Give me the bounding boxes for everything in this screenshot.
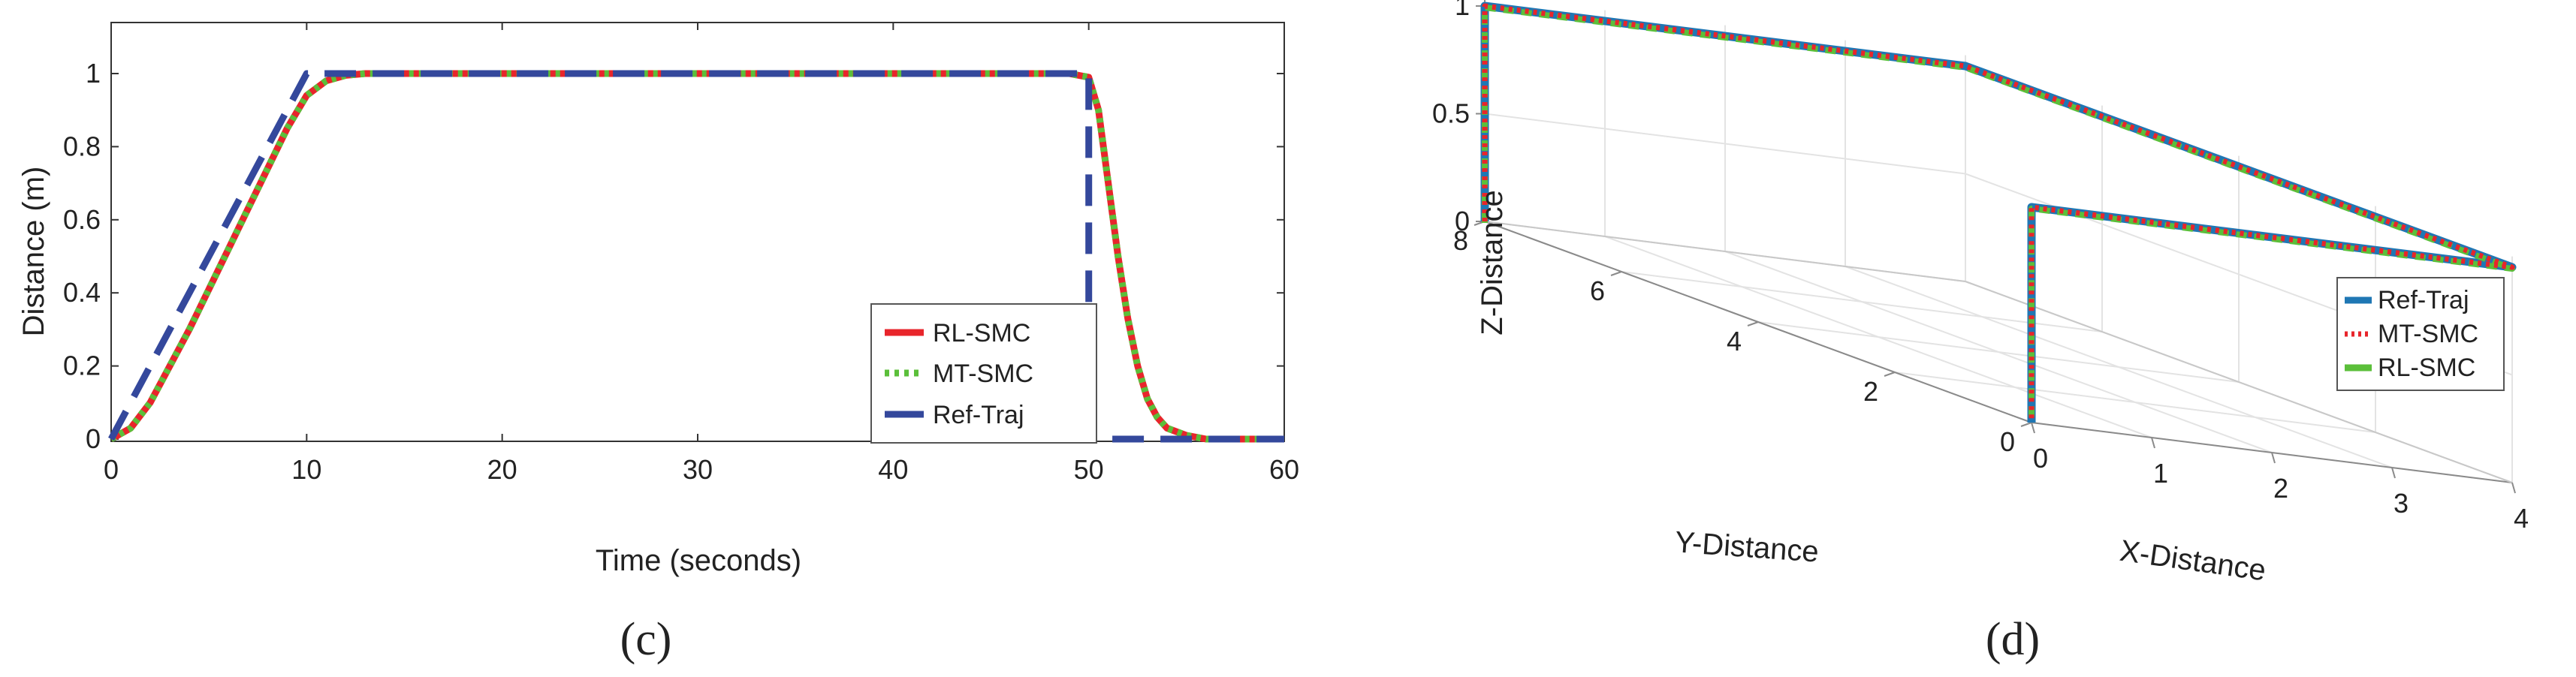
d-x-tick-label: 1 (2153, 458, 2168, 489)
c-x-tick-label: 40 (878, 454, 908, 485)
panel-c-chart: 0 10 20 30 40 50 60 0 0.2 0.4 0.6 0.8 1 Time (second… (17, 22, 1299, 665)
c-panel-caption: (c) (620, 614, 672, 665)
c-legend-label-mt-smc: MT-SMC (933, 360, 1033, 388)
d-x-tick-mark (2391, 467, 2396, 479)
c-series-lines (108, 70, 1284, 443)
d-series-line-mt-smc (1482, 3, 2515, 423)
d-backwall-grid-z (1484, 113, 1966, 175)
d-y-tick-mark (2020, 422, 2032, 427)
d-series-lines (1480, 2, 2517, 424)
c-legend-label-rl-smc: RL-SMC (933, 319, 1030, 348)
d-x-tick-mark (2151, 437, 2155, 449)
d-z-tick-label: 0 (1455, 206, 1470, 236)
d-y-tick-mark (1610, 271, 1622, 276)
d-y-tick-label: 2 (1863, 376, 1878, 407)
c-tick-labels: 0 10 20 30 40 50 60 0 0.2 0.4 0.6 0.8 1 (63, 58, 1299, 485)
d-y-tick-label: 8 (1453, 225, 1468, 256)
c-legend: RL-SMC MT-SMC Ref-Traj (870, 303, 1097, 444)
d-floor-grid-y (1621, 271, 2103, 332)
c-x-axis-label: Time (seconds) (596, 544, 801, 577)
d-x-tick-mark (2271, 452, 2276, 464)
d-legend-label-mt-smc: MT-SMC (2378, 320, 2478, 348)
d-x-tick-mark (2511, 482, 2516, 494)
d-floor-edge-back (1484, 221, 1966, 282)
d-floor-grid-y (1757, 321, 2240, 383)
c-legend-label-ref-traj: Ref-Traj (933, 401, 1024, 429)
d-y-tick-label: 4 (1727, 326, 1742, 357)
c-x-tick-label: 20 (487, 454, 517, 485)
c-x-tick-label: 30 (683, 454, 713, 485)
d-y-tick-label: 0 (2000, 426, 2015, 457)
c-y-tick-label: 1 (86, 58, 101, 89)
c-y-tick-label: 0 (86, 423, 101, 454)
d-x-tick-label: 2 (2273, 473, 2288, 504)
c-y-axis-label: Distance (m) (17, 167, 50, 337)
c-y-tick-label: 0.4 (63, 277, 101, 308)
d-y-tick-label: 6 (1590, 275, 1605, 306)
c-x-tick-label: 60 (1269, 454, 1299, 485)
c-x-tick-label: 10 (291, 454, 321, 485)
d-y-tick-mark (1884, 372, 1896, 377)
d-z-axis-label: Z-Distance (1476, 190, 1509, 335)
d-z-tick-label: 0.5 (1432, 98, 1470, 129)
c-y-tick-label: 0.2 (63, 351, 101, 381)
c-series-line-mt-smc (109, 70, 1284, 443)
c-x-tick-label: 50 (1074, 454, 1104, 485)
d-legend-label-rl-smc: RL-SMC (2378, 354, 2475, 382)
d-z-tick-label: 1 (1455, 0, 1470, 21)
d-x-tick-label: 3 (2394, 488, 2409, 519)
d-legend-label-ref-traj: Ref-Traj (2378, 286, 2469, 314)
d-legend: Ref-Traj MT-SMC RL-SMC (2336, 277, 2505, 391)
d-y-tick-mark (1747, 321, 1759, 326)
d-floor-edge (1965, 281, 2513, 483)
d-x-tick-label: 4 (2514, 503, 2529, 534)
d-x-tick-label: 0 (2033, 443, 2048, 474)
c-y-tick-label: 0.8 (63, 131, 101, 161)
d-panel-caption: (d) (1986, 614, 2040, 665)
d-floor-grid-y (1894, 372, 2376, 433)
c-x-tick-label: 0 (104, 454, 119, 485)
c-y-tick-label: 0.6 (63, 204, 101, 235)
d-x-tick-mark (2031, 422, 2035, 434)
